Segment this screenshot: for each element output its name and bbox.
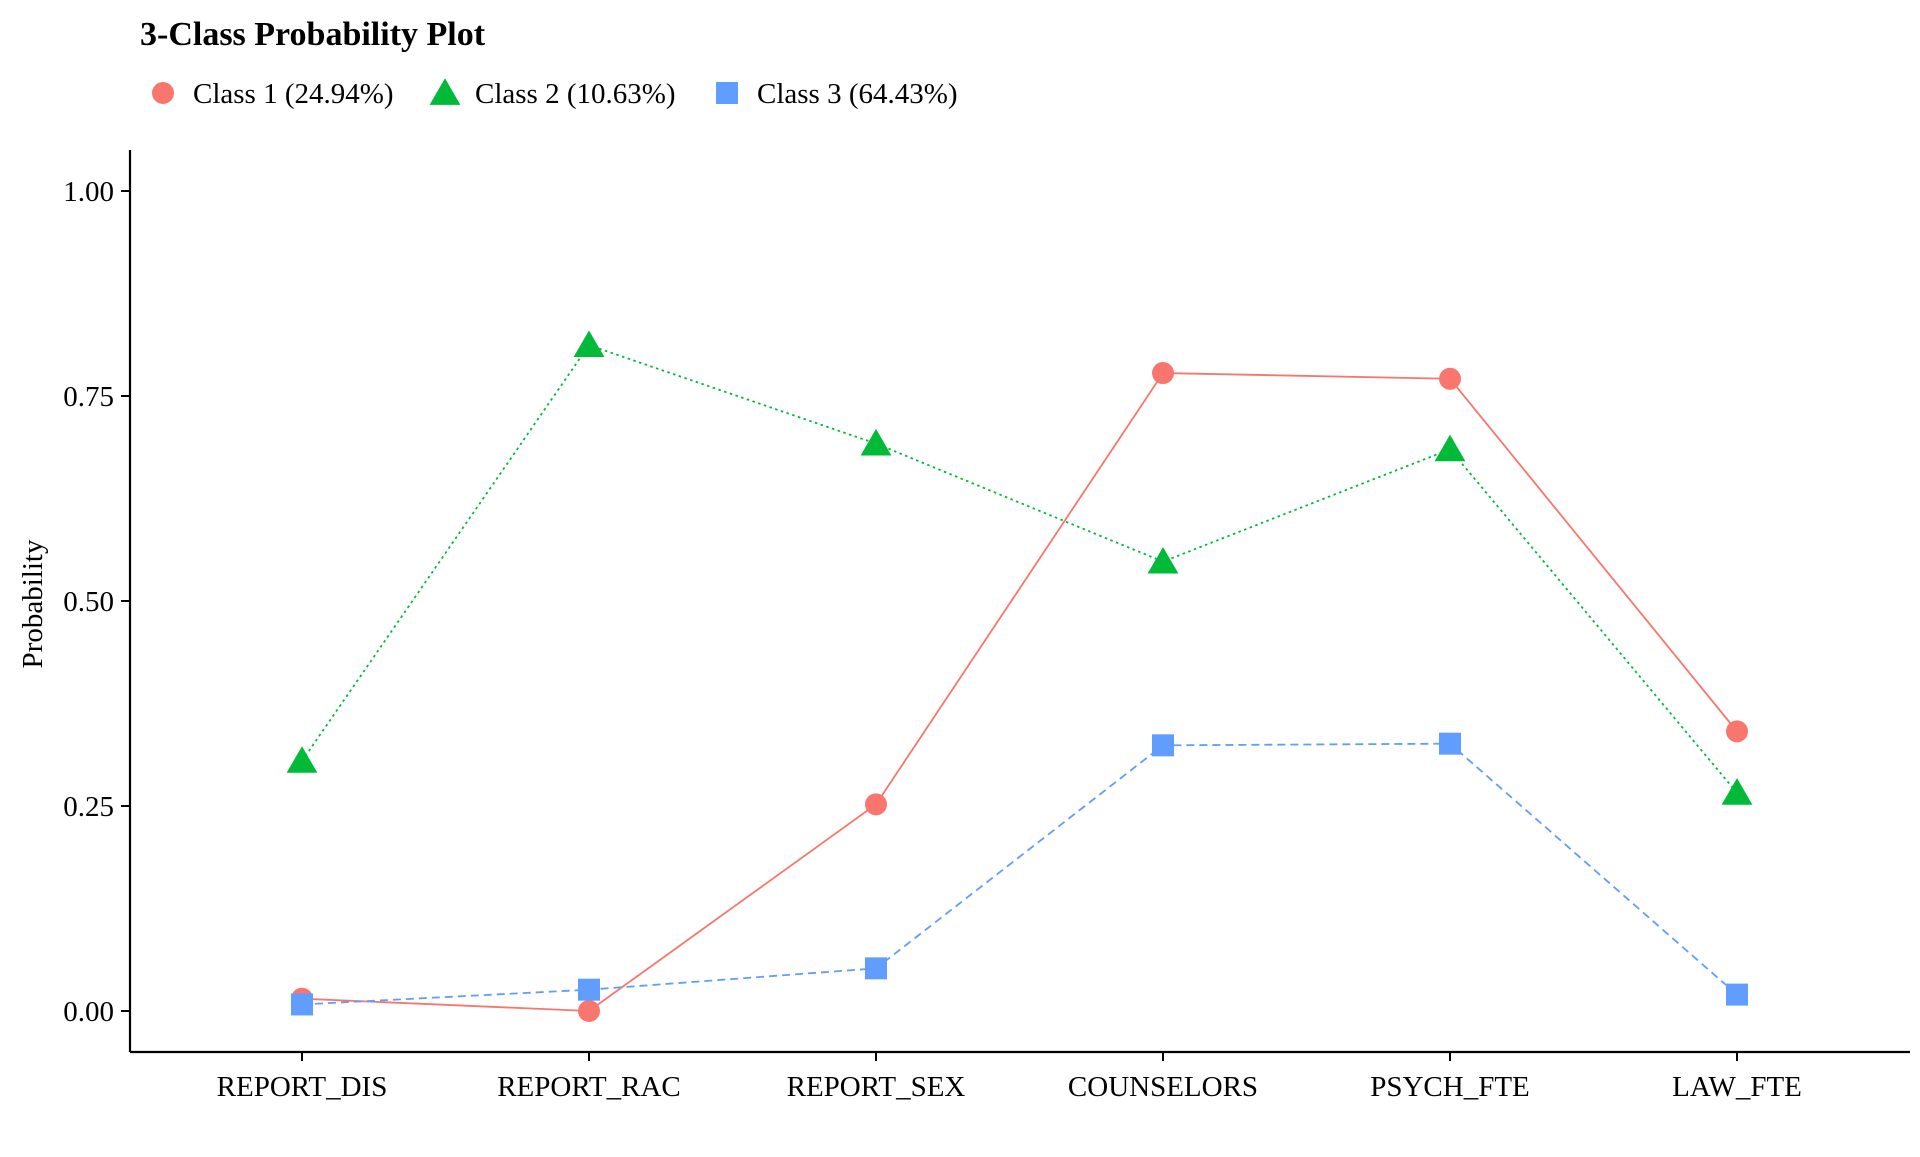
data-point-class-1-counselors [1152, 362, 1174, 385]
series-class-3-64-43 [291, 732, 1748, 1016]
legend-label-class-1: Class 1 (24.94%) [193, 78, 394, 110]
legend-label-class-3: Class 3 (64.43%) [757, 78, 958, 110]
y-tick-label: 0.00 [63, 996, 114, 1028]
series-line-class-2 [301, 344, 1738, 794]
data-point-class-1-report-sex [865, 793, 887, 816]
data-point-class-1-law-fte [1726, 720, 1748, 743]
legend-marker-triangle-icon [429, 78, 461, 105]
data-point-class-3-report-rac [578, 978, 600, 1001]
data-point-class-2-law-fte [1721, 778, 1753, 805]
y-tick-label: 0.25 [63, 791, 114, 823]
data-point-class-1-psych-fte [1439, 367, 1461, 390]
legend-label-class-2: Class 2 (10.63%) [475, 78, 676, 110]
legend-marker-circle-icon [152, 82, 174, 104]
data-point-class-2-psych-fte [1434, 434, 1466, 462]
chart-title: 3-Class Probability Plot [140, 16, 486, 53]
series-line-class-3 [301, 742, 1738, 1006]
legend-marker-square-icon [716, 82, 738, 104]
series-line-class-1 [301, 372, 1738, 1012]
legend-item-class-2: Class 2 (10.63%) [429, 78, 676, 110]
x-tick-label-law-fte: LAW_FTE [1672, 1071, 1802, 1103]
axes: 0.00 0.25 0.50 0.75 1.00 REPORT_DIS REPORT_RAC… [63, 150, 1910, 1103]
x-tick-label-psych-fte: PSYCH_FTE [1370, 1071, 1530, 1103]
y-tick-label: 1.00 [63, 176, 114, 208]
x-tick-label-report-dis: REPORT_DIS [217, 1071, 388, 1103]
data-point-class-3-report-sex [865, 957, 887, 980]
series-class-2-10-63 [286, 330, 1753, 805]
y-tick-label: 0.75 [63, 381, 114, 413]
y-axis-title: Probability [17, 539, 49, 668]
data-point-class-3-psych-fte [1439, 732, 1461, 755]
data-point-class-3-counselors [1152, 734, 1174, 757]
legend: Class 1 (24.94%) Class 2 (10.63%) Class 3 … [152, 78, 958, 110]
x-tick-label-report-sex: REPORT_SEX [787, 1071, 966, 1103]
data-point-class-3-law-fte [1726, 983, 1748, 1006]
series-class-1-24-94 [291, 362, 1748, 1022]
data-point-class-1-report-rac [578, 1000, 600, 1022]
data-point-class-2-report-rac [573, 330, 605, 358]
data-point-class-2-counselors [1147, 546, 1179, 574]
legend-item-class-1: Class 1 (24.94%) [152, 78, 394, 110]
data-point-class-3-report-dis [291, 993, 313, 1016]
x-tick-label-report-rac: REPORT_RAC [497, 1071, 681, 1103]
series-layer [286, 330, 1753, 1022]
x-tick-label-counselors: COUNSELORS [1068, 1071, 1258, 1103]
legend-item-class-3: Class 3 (64.43%) [716, 78, 958, 110]
data-point-class-2-report-sex [860, 428, 892, 456]
data-point-class-2-report-dis [286, 746, 318, 773]
y-tick-label: 0.50 [63, 586, 114, 618]
